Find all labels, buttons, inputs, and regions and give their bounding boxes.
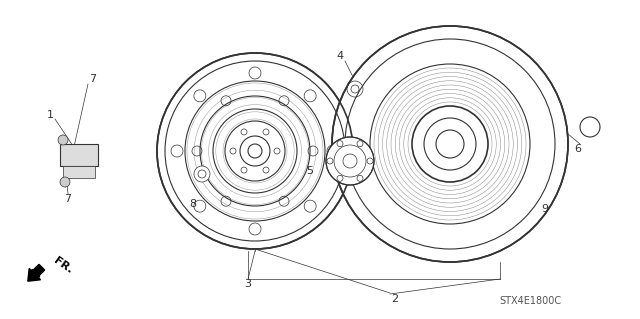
Text: 8: 8 <box>189 199 196 209</box>
Text: 9: 9 <box>541 204 548 214</box>
Text: FR.: FR. <box>52 255 74 275</box>
Text: 7: 7 <box>90 74 97 84</box>
Text: 5: 5 <box>307 166 314 176</box>
Text: STX4E1800C: STX4E1800C <box>499 296 561 306</box>
Circle shape <box>60 177 70 187</box>
Bar <box>63 166 95 178</box>
Text: 4: 4 <box>337 51 344 61</box>
Circle shape <box>157 53 353 249</box>
Circle shape <box>326 137 374 185</box>
Text: 7: 7 <box>65 194 72 204</box>
Text: 1: 1 <box>47 110 54 120</box>
Circle shape <box>332 26 568 262</box>
Circle shape <box>58 135 68 145</box>
Text: 3: 3 <box>244 279 252 289</box>
Text: 6: 6 <box>575 144 582 154</box>
Text: 2: 2 <box>392 294 399 304</box>
Bar <box>60 144 98 166</box>
Circle shape <box>194 166 210 182</box>
FancyArrow shape <box>28 264 45 281</box>
